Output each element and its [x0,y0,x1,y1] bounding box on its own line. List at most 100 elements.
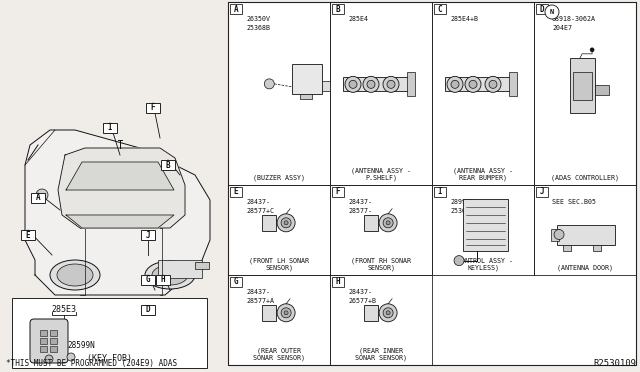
Circle shape [379,304,397,322]
Text: 285E3: 285E3 [51,305,77,314]
Bar [40,346,47,352]
Text: 28437-: 28437- [246,289,270,295]
Circle shape [367,80,375,89]
Text: I: I [108,124,112,132]
Text: *THIS MUST BE PROGRAMMED (204E9) ADAS: *THIS MUST BE PROGRAMMED (204E9) ADAS [6,359,177,368]
Circle shape [67,353,75,361]
Bar [364,305,378,321]
Text: 28437-: 28437- [246,199,270,205]
Circle shape [489,80,497,89]
Bar [262,305,276,321]
Bar [228,275,330,365]
Bar [463,199,508,251]
Text: (FRONT LH SONAR
SENSOR): (FRONT LH SONAR SENSOR) [249,257,309,271]
Ellipse shape [145,261,195,289]
Text: 26577+B: 26577+B [348,298,376,304]
Text: G: G [146,276,150,285]
Text: F: F [150,103,156,112]
Bar [146,103,160,113]
Bar [536,187,548,197]
Bar [21,230,35,240]
Bar [12,298,207,368]
Text: 28437-: 28437- [348,199,372,205]
Bar [40,330,47,336]
Bar [332,277,344,287]
Bar [230,4,242,14]
Text: B: B [336,4,340,13]
Circle shape [545,5,559,19]
Circle shape [284,311,288,315]
Circle shape [45,355,53,363]
Bar [156,275,170,285]
Polygon shape [66,215,174,228]
Text: A: A [234,4,238,13]
Bar [536,4,548,14]
Text: 28577+C: 28577+C [246,208,274,214]
Text: D: D [146,305,150,314]
Circle shape [383,218,393,228]
Circle shape [281,218,291,228]
Circle shape [387,80,395,89]
Text: 28437-: 28437- [348,289,372,295]
Circle shape [590,48,594,52]
Circle shape [281,308,291,318]
Bar [434,4,446,14]
Text: H: H [336,278,340,286]
Bar [40,338,47,344]
Circle shape [383,308,393,318]
Bar [434,187,446,197]
Text: (REAR OUTER
SONAR SENSOR): (REAR OUTER SONAR SENSOR) [253,347,305,361]
Circle shape [284,221,288,225]
Bar [432,2,534,185]
Ellipse shape [152,265,188,285]
Bar [557,224,615,244]
Text: I: I [438,187,442,196]
Bar [570,58,595,113]
Text: D: D [540,4,544,13]
Text: F: F [336,187,340,196]
Circle shape [383,76,399,92]
Bar [230,187,242,197]
Bar [323,81,330,91]
Bar [158,260,202,278]
FancyBboxPatch shape [30,319,68,363]
Text: (ANTENNA DOOR): (ANTENNA DOOR) [557,264,613,271]
Bar [551,228,559,241]
Bar [364,215,378,231]
Text: B: B [166,160,170,170]
Text: G: G [234,278,238,286]
Bar [432,185,534,275]
Bar [573,72,592,100]
Circle shape [451,80,459,89]
Bar [50,330,57,336]
Text: 285E4+B: 285E4+B [450,16,478,22]
Bar [300,94,312,99]
Bar [228,2,330,185]
Text: 28599N: 28599N [67,341,95,350]
Text: SEE SEC.B05: SEE SEC.B05 [552,199,596,205]
Bar [343,77,413,92]
Text: (REAR INNER
SONAR SENSOR): (REAR INNER SONAR SENSOR) [355,347,407,361]
Text: 28577+A: 28577+A [246,298,274,304]
Text: J: J [146,231,150,240]
Bar [330,275,432,365]
Text: (ANTENNA ASSY -
P.SHELF): (ANTENNA ASSY - P.SHELF) [351,167,411,181]
Circle shape [469,80,477,89]
Bar [332,187,344,197]
Bar [509,72,517,96]
Polygon shape [25,130,210,295]
Bar [407,72,415,96]
Polygon shape [58,148,185,228]
Text: 25362D: 25362D [450,208,474,214]
Circle shape [379,214,397,232]
Bar [50,338,57,344]
Bar [330,2,432,185]
Bar [161,160,175,170]
Bar [228,185,330,275]
Circle shape [386,221,390,225]
Ellipse shape [57,264,93,286]
Bar [141,275,155,285]
Circle shape [277,214,295,232]
Circle shape [349,80,357,89]
Bar [332,4,344,14]
